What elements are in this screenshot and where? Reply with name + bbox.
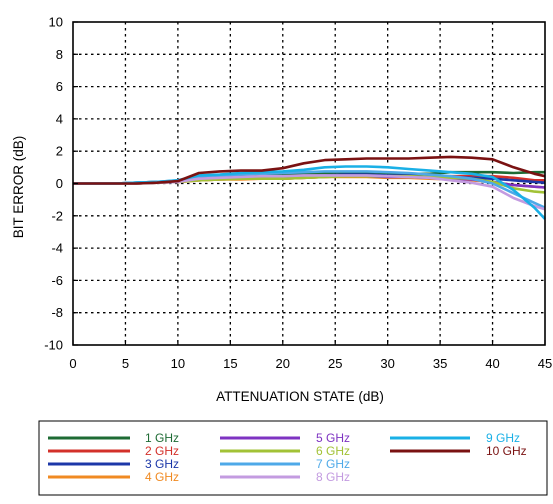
- legend-label-4-ghz: 4 GHz: [145, 470, 179, 484]
- x-tick-label: 0: [69, 356, 76, 371]
- y-axis-title: BIT ERROR (dB): [11, 136, 26, 239]
- legend-label-1-ghz: 1 GHz: [145, 431, 179, 445]
- y-tick-label: 0: [56, 176, 63, 191]
- x-tick-label: 25: [328, 356, 342, 371]
- x-tick-label: 5: [122, 356, 129, 371]
- y-tick-label: 6: [56, 79, 63, 94]
- legend-label-6-ghz: 6 GHz: [316, 444, 350, 458]
- y-tick-label: -4: [51, 241, 63, 256]
- y-tick-label: 10: [49, 15, 63, 30]
- x-tick-label: 40: [485, 356, 499, 371]
- y-tick-label: -10: [44, 338, 63, 353]
- legend-label-10-ghz: 10 GHz: [486, 444, 527, 458]
- legend-label-7-ghz: 7 GHz: [316, 457, 350, 471]
- legend-label-3-ghz: 3 GHz: [145, 457, 179, 471]
- legend-label-8-ghz: 8 GHz: [316, 470, 350, 484]
- x-tick-label: 45: [538, 356, 552, 371]
- legend-box: [38, 420, 548, 496]
- x-tick-label: 30: [380, 356, 394, 371]
- x-tick-label: 15: [223, 356, 237, 371]
- x-tick-label: 10: [171, 356, 185, 371]
- y-tick-label: 8: [56, 47, 63, 62]
- y-tick-label: -6: [51, 273, 63, 288]
- legend-label-5-ghz: 5 GHz: [316, 431, 350, 445]
- x-axis-title: ATTENUATION STATE (dB): [216, 389, 384, 404]
- y-tick-label: 2: [56, 144, 63, 159]
- y-tick-label: 4: [56, 111, 63, 126]
- series-line-10-ghz: [73, 155, 546, 185]
- legend-label-2-ghz: 2 GHz: [145, 444, 179, 458]
- x-tick-label: 35: [433, 356, 447, 371]
- series-lines: [73, 155, 546, 220]
- y-tick-label: -8: [51, 305, 63, 320]
- grid: [73, 22, 545, 345]
- legend-label-9-ghz: 9 GHz: [486, 431, 520, 445]
- x-tick-label: 20: [276, 356, 290, 371]
- y-tick-label: -2: [51, 208, 63, 223]
